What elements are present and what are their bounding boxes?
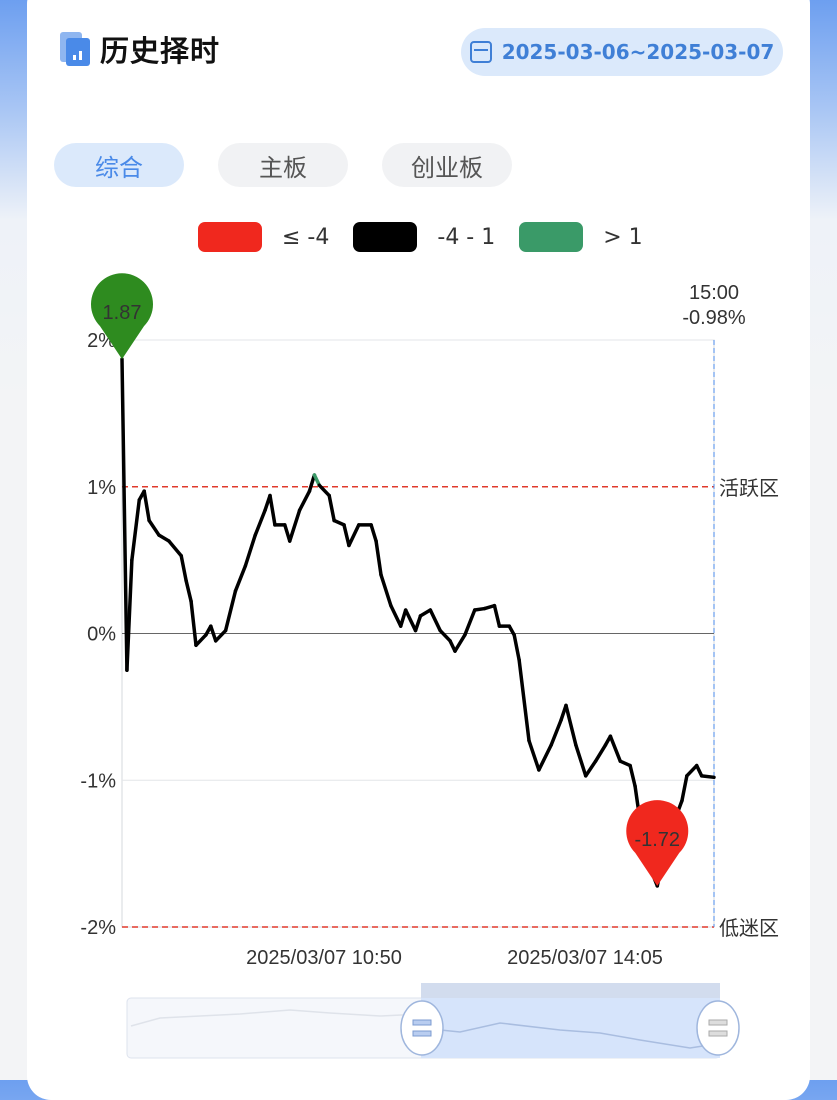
line-segment xyxy=(428,608,442,633)
line-segment xyxy=(125,558,134,672)
line-segment xyxy=(453,633,467,653)
header-title: 历史择时 xyxy=(60,28,220,70)
line-segment xyxy=(307,473,317,493)
line-segment xyxy=(537,743,553,772)
line-segment xyxy=(287,508,302,543)
line-segment xyxy=(583,759,598,778)
cursor-value: -0.98% xyxy=(682,307,746,329)
zoom-handle-right[interactable] xyxy=(696,1000,740,1056)
tab-composite[interactable]: 综合 xyxy=(54,143,184,187)
tab-chinext[interactable]: 创业板 xyxy=(382,143,512,187)
line-segment xyxy=(342,523,351,548)
line-segment xyxy=(492,603,502,628)
line-segment xyxy=(463,608,477,637)
line-segment xyxy=(189,599,198,647)
line-segment xyxy=(517,658,531,743)
line-segment xyxy=(179,553,188,583)
x-tick-label: 2025/03/07 10:50 xyxy=(246,947,402,969)
date-range-text: 2025-03-06~2025-03-07 xyxy=(501,40,775,64)
line-segment xyxy=(243,533,257,568)
y-tick-label: -1% xyxy=(80,770,116,792)
line-segment xyxy=(167,539,183,558)
legend-swatch-red[interactable] xyxy=(198,222,262,252)
line-segment xyxy=(418,608,433,618)
zoom-drag-bar[interactable] xyxy=(421,983,720,998)
line-segment xyxy=(253,508,267,537)
reference-label: 低迷区 xyxy=(719,917,779,940)
line-segment xyxy=(574,743,588,778)
min-marker-label: -1.72 xyxy=(634,829,680,851)
line-segment xyxy=(184,578,193,603)
date-range-picker[interactable]: 2025-03-06~2025-03-07 xyxy=(461,28,783,76)
line-segment xyxy=(403,608,418,633)
tab-main-board[interactable]: 主板 xyxy=(218,143,348,187)
max-marker-label: 1.87 xyxy=(103,302,142,324)
data-zoom-slider[interactable] xyxy=(126,983,740,1059)
legend: ≤ -4 -4 - 1 > 1 xyxy=(198,222,667,252)
line-segment xyxy=(564,703,578,747)
line-segment xyxy=(327,493,336,523)
line-segment xyxy=(369,523,378,543)
x-tick-label: 2025/03/07 14:05 xyxy=(507,947,663,969)
y-tick-label: 0% xyxy=(87,624,116,646)
legend-label: -4 - 1 xyxy=(437,224,496,250)
line-segment xyxy=(699,774,716,780)
line-segment xyxy=(608,734,623,763)
y-tick-label: -2% xyxy=(80,917,116,939)
zoom-handle-left[interactable] xyxy=(400,1000,444,1056)
line-segment xyxy=(213,628,228,643)
line-segment xyxy=(268,493,277,527)
line-segment xyxy=(194,633,208,647)
line-segment xyxy=(685,763,699,778)
line-segment xyxy=(680,774,689,803)
line-segment xyxy=(512,633,521,662)
line-segment xyxy=(398,608,408,628)
line-segment xyxy=(312,473,322,488)
line-segment xyxy=(120,357,129,672)
chart-doc-icon xyxy=(60,32,90,66)
line-segment xyxy=(694,763,704,778)
line-segment xyxy=(438,628,452,643)
line-segment xyxy=(593,743,608,763)
calendar-icon xyxy=(469,41,492,63)
legend-label: ≤ -4 xyxy=(282,224,330,250)
line-segment xyxy=(332,518,346,527)
line-segment xyxy=(374,539,383,577)
legend-label: > 1 xyxy=(603,224,643,250)
max-marker-pin xyxy=(91,273,153,360)
line-segment xyxy=(618,759,632,768)
line-segment xyxy=(209,624,218,643)
line-segment xyxy=(413,614,423,633)
line-segment xyxy=(628,763,637,788)
line-segment xyxy=(389,603,403,628)
legend-swatch-black[interactable] xyxy=(353,222,418,252)
page-title: 历史择时 xyxy=(100,34,221,68)
cursor-time: 15:00 xyxy=(689,282,739,304)
legend-swatch-green[interactable] xyxy=(519,222,584,252)
board-tabs: 综合 主板 创业板 xyxy=(54,143,512,187)
line-segment xyxy=(223,589,238,633)
line-segment xyxy=(233,564,248,593)
line-segment xyxy=(347,523,361,548)
line-segment xyxy=(157,533,171,543)
line-segment xyxy=(549,718,563,747)
line-segment xyxy=(142,489,151,523)
line-segment xyxy=(297,489,312,512)
y-tick-label: 1% xyxy=(87,477,116,499)
line-segment xyxy=(147,518,161,537)
line-segment xyxy=(379,573,393,608)
reference-label: 活跃区 xyxy=(719,477,779,500)
min-marker-pin xyxy=(626,800,689,886)
line-segment xyxy=(527,738,541,772)
line-segment xyxy=(317,483,331,498)
line-segment xyxy=(130,498,142,562)
